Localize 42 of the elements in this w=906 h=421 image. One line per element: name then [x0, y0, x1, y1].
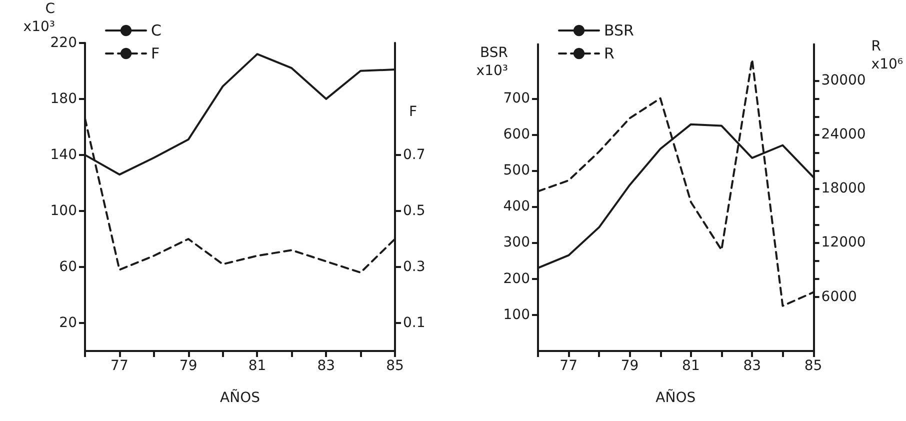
y2-tick-label: 12000	[821, 234, 866, 251]
x-tick-label: 81	[682, 358, 700, 374]
x-tick-label: 83	[743, 358, 762, 374]
y-tick-label: 200	[503, 270, 530, 287]
y2-tick-label: 0.3	[403, 258, 426, 275]
x-tick-label: 79	[179, 358, 198, 374]
x-tick-label: 85	[804, 358, 822, 374]
y-tick-label: 100	[50, 202, 77, 219]
y2-axis-title: F	[409, 104, 418, 120]
x-tick-label: 83	[317, 358, 336, 374]
x-tick-label: 79	[620, 358, 639, 374]
y-tick-label: 220	[50, 34, 77, 51]
y-tick-label: 180	[50, 90, 77, 107]
y2-tick-label: 30000	[821, 72, 866, 88]
y2-tick-label: 0.1	[403, 314, 426, 331]
y-tick-label: 500	[503, 162, 530, 179]
x-tick-label: 77	[110, 358, 128, 374]
x-tick-label: 77	[560, 358, 578, 374]
y-axis-title: BSR x10³	[476, 45, 508, 80]
y2-tick-label: 6000	[821, 288, 857, 305]
legend-label: R	[604, 44, 614, 62]
y-tick-label: 600	[503, 126, 530, 142]
y-tick-label: 140	[50, 146, 77, 163]
legend-label: C	[151, 22, 162, 40]
y2-axis-title: R x10⁶	[871, 38, 904, 72]
y-tick-label: 700	[503, 90, 530, 106]
y-axis-title: C x10³	[23, 1, 56, 35]
legend-label: BSR	[604, 22, 634, 40]
y-tick-label: 60	[59, 258, 77, 275]
legend-label: F	[151, 44, 160, 62]
y2-tick-label: 0.7	[403, 146, 426, 163]
y2-tick-label: 24000	[821, 126, 866, 142]
y-tick-label: 400	[503, 198, 530, 215]
x-axis-title: AÑOS	[220, 389, 260, 406]
y-tick-label: 20	[59, 314, 77, 331]
y-tick-label: 300	[503, 234, 530, 251]
y-tick-label: 100	[503, 306, 530, 323]
x-tick-label: 81	[248, 358, 266, 374]
y2-tick-label: 0.5	[403, 202, 426, 219]
y2-tick-label: 18000	[821, 180, 866, 197]
x-axis-title: AÑOS	[656, 389, 696, 406]
x-tick-label: 85	[386, 358, 404, 374]
